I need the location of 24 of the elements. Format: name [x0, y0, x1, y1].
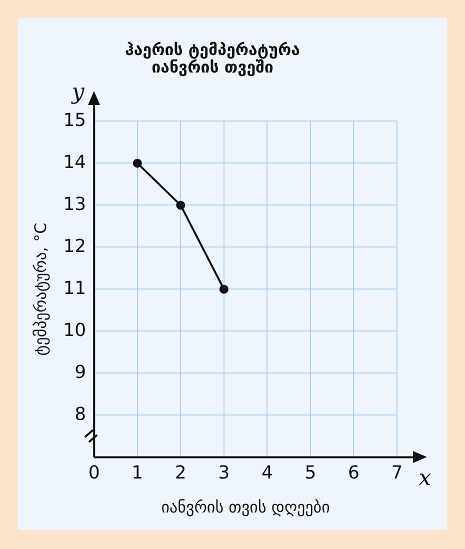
- y-tick-label: 10: [63, 320, 86, 341]
- x-tick-label: 5: [304, 462, 316, 484]
- x-tick-label: 2: [174, 462, 186, 484]
- point: [219, 284, 228, 294]
- y-tick-label: 14: [63, 152, 86, 173]
- point: [132, 158, 142, 168]
- x-tick-label: 4: [261, 462, 273, 484]
- chart-title: ჰაერის ტემპერატურა იანვრის თვეში: [124, 40, 300, 77]
- y-tick-label: 9: [74, 362, 86, 383]
- x-tick-label: 1: [132, 462, 144, 484]
- point: [176, 200, 186, 210]
- y-axis-title: ტემპერატურა, °C: [30, 222, 50, 356]
- x-tick-label: 0: [88, 462, 100, 484]
- y-tick-label: 15: [63, 110, 86, 131]
- x-tick-label: 6: [348, 462, 360, 484]
- x-axis-title: იანვრის თვის დღეები: [161, 498, 330, 517]
- y-tick-label: 8: [74, 404, 86, 425]
- y-tick-label: 12: [63, 236, 86, 257]
- text: x: [418, 466, 432, 491]
- y-tick-label: 11: [63, 278, 86, 299]
- y-tick-label: 13: [63, 194, 86, 215]
- x-tick-label: 7: [391, 462, 403, 484]
- x-tick-label: 3: [218, 462, 230, 484]
- text: y: [70, 80, 85, 105]
